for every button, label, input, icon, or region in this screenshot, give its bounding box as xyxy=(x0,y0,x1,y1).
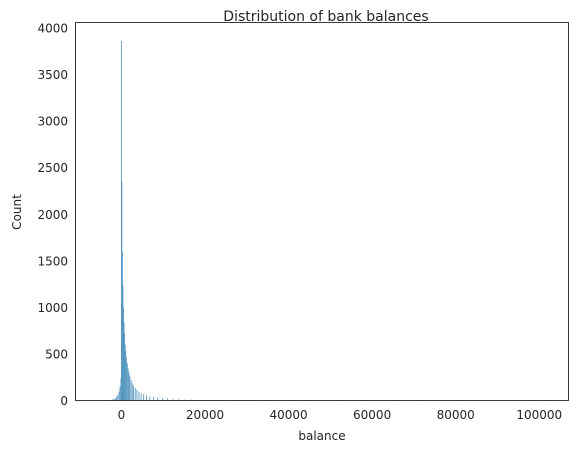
histogram-bar xyxy=(125,351,127,401)
histogram-bar xyxy=(113,398,115,401)
histogram-bar xyxy=(129,376,131,401)
histogram-bar xyxy=(140,393,142,401)
histogram-bar xyxy=(115,396,117,401)
histogram-bar xyxy=(157,397,159,401)
histogram-bar xyxy=(112,399,114,401)
histogram-bar xyxy=(146,395,147,401)
histogram-bar xyxy=(127,368,129,401)
x-tick-label: 80000 xyxy=(437,408,475,422)
y-tick-label: 1500 xyxy=(37,254,68,268)
histogram-bar xyxy=(120,378,122,401)
histogram-bar xyxy=(126,363,128,401)
x-tick-label: 20000 xyxy=(186,408,224,422)
x-tick-label: 100000 xyxy=(516,408,562,422)
histogram-bars xyxy=(109,41,549,402)
y-tick-label: 4000 xyxy=(37,22,68,36)
histogram-bar xyxy=(153,396,155,401)
histogram-bar xyxy=(149,396,151,401)
y-axis-label: Count xyxy=(10,194,24,230)
histogram-bar xyxy=(118,391,120,401)
y-tick-label: 3000 xyxy=(37,115,68,129)
histogram-bar xyxy=(134,387,136,401)
histogram-bar xyxy=(138,391,140,401)
histogram-bar xyxy=(130,380,132,401)
histogram-bar xyxy=(184,399,186,401)
y-axis-ticks: 0 500 1000 1500 2000 2500 3000 3500 4000 xyxy=(37,22,68,408)
y-tick-label: 3500 xyxy=(37,68,68,82)
x-tick-label: 40000 xyxy=(269,408,307,422)
histogram-bar xyxy=(114,398,116,401)
histogram-bar xyxy=(128,372,130,401)
y-tick-label: 500 xyxy=(45,347,68,361)
x-tick-label: 60000 xyxy=(353,408,391,422)
histogram-bar xyxy=(191,399,193,401)
histogram-bar xyxy=(121,181,123,401)
x-tick-label: 0 xyxy=(118,408,126,422)
histogram-bar xyxy=(136,389,138,401)
y-tick-label: 2500 xyxy=(37,161,68,175)
histogram-bar xyxy=(172,398,174,401)
histogram-bar xyxy=(131,383,133,401)
histogram-bar xyxy=(133,385,135,401)
y-tick-label: 2000 xyxy=(37,208,68,222)
histogram-bar xyxy=(121,252,123,401)
histogram-bar xyxy=(119,386,121,401)
histogram-bar xyxy=(124,344,126,401)
x-axis-ticks: 0 20000 40000 60000 80000 100000 xyxy=(118,408,563,422)
histogram-bar xyxy=(124,333,126,401)
histogram-bar xyxy=(178,399,180,401)
y-tick-label: 1000 xyxy=(37,301,68,315)
histogram-bar xyxy=(125,357,127,401)
plot-frame xyxy=(75,22,569,401)
histogram-bar xyxy=(117,394,119,401)
histogram-bar xyxy=(123,322,125,401)
histogram-bar xyxy=(143,394,145,401)
histogram-bar xyxy=(123,307,124,401)
histogram-bar xyxy=(122,285,124,401)
histogram-bar xyxy=(161,398,163,401)
chart-title: Distribution of bank balances xyxy=(223,9,428,25)
histogram-bar xyxy=(166,398,168,401)
x-axis-label: balance xyxy=(298,429,345,443)
y-tick-label: 0 xyxy=(60,394,68,408)
